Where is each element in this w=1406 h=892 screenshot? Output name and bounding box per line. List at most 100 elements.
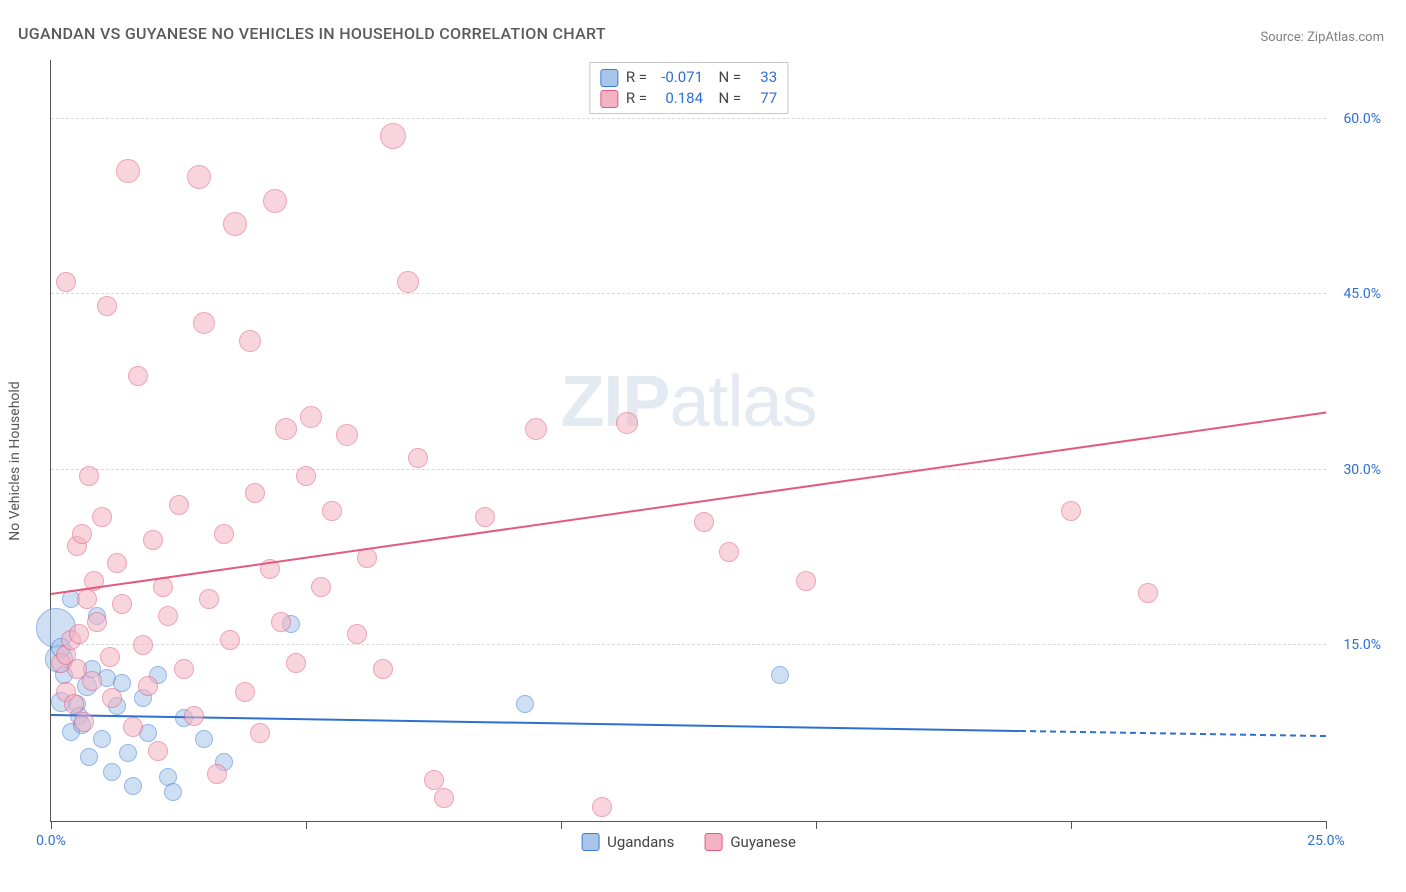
x-tick bbox=[816, 821, 817, 829]
data-point bbox=[336, 424, 358, 446]
gridline bbox=[51, 293, 1326, 294]
data-point bbox=[56, 272, 76, 292]
data-point bbox=[1138, 583, 1158, 603]
source-link[interactable]: ZipAtlas.com bbox=[1307, 30, 1384, 45]
data-point bbox=[100, 647, 120, 667]
data-point bbox=[719, 542, 739, 562]
data-point bbox=[475, 507, 495, 527]
n-value: 77 bbox=[749, 88, 777, 109]
data-point bbox=[275, 418, 297, 440]
data-point bbox=[214, 524, 234, 544]
source-credit: Source: ZipAtlas.com bbox=[1260, 30, 1384, 45]
data-point bbox=[77, 589, 97, 609]
data-point bbox=[296, 466, 316, 486]
data-point bbox=[79, 466, 99, 486]
data-point bbox=[112, 594, 132, 614]
data-point bbox=[397, 271, 419, 293]
legend-swatch bbox=[581, 833, 599, 851]
data-point bbox=[174, 659, 194, 679]
data-point bbox=[133, 635, 153, 655]
x-tick bbox=[561, 821, 562, 829]
series-swatch bbox=[600, 69, 618, 87]
data-point bbox=[223, 212, 247, 236]
legend-item: Ugandans bbox=[581, 833, 674, 851]
data-point bbox=[271, 612, 291, 632]
n-value: 33 bbox=[749, 67, 777, 88]
data-point bbox=[74, 712, 94, 732]
chart-title: UGANDAN VS GUYANESE NO VEHICLES IN HOUSE… bbox=[18, 24, 606, 43]
data-point bbox=[164, 783, 182, 801]
stats-row: R = 0.184 N = 77 bbox=[600, 88, 777, 109]
plot-area: ZIPatlas R = -0.071 N = 33R = 0.184 N = … bbox=[50, 60, 1326, 822]
y-tick-label: 45.0% bbox=[1331, 286, 1381, 302]
y-tick-label: 60.0% bbox=[1331, 111, 1381, 127]
data-point bbox=[103, 763, 121, 781]
stats-row: R = -0.071 N = 33 bbox=[600, 67, 777, 88]
data-point bbox=[80, 748, 98, 766]
data-point bbox=[143, 530, 163, 550]
data-point bbox=[311, 577, 331, 597]
data-point bbox=[207, 764, 227, 784]
data-point bbox=[322, 501, 342, 521]
data-point bbox=[128, 366, 148, 386]
gridline bbox=[51, 118, 1326, 119]
x-tick bbox=[1326, 821, 1327, 829]
data-point bbox=[92, 507, 112, 527]
trend-line bbox=[51, 411, 1326, 594]
data-point bbox=[235, 682, 255, 702]
data-point bbox=[300, 406, 322, 428]
series-legend: Ugandans Guyanese bbox=[581, 833, 796, 851]
gridline bbox=[51, 469, 1326, 470]
data-point bbox=[72, 524, 92, 544]
data-point bbox=[199, 589, 219, 609]
data-point bbox=[69, 624, 89, 644]
r-value: 0.184 bbox=[655, 88, 703, 109]
data-point bbox=[263, 189, 287, 213]
gridline bbox=[51, 644, 1326, 645]
data-point bbox=[245, 483, 265, 503]
legend-label: Ugandans bbox=[607, 833, 674, 851]
x-tick bbox=[51, 821, 52, 829]
data-point bbox=[347, 624, 367, 644]
data-point bbox=[107, 553, 127, 573]
data-point bbox=[516, 695, 534, 713]
chart-area: No Vehicles in Household ZIPatlas R = -0… bbox=[50, 60, 1386, 862]
y-tick-label: 30.0% bbox=[1331, 462, 1381, 478]
x-tick bbox=[1071, 821, 1072, 829]
legend-label: Guyanese bbox=[730, 833, 796, 851]
data-point bbox=[87, 612, 107, 632]
stats-legend: R = -0.071 N = 33R = 0.184 N = 77 bbox=[589, 62, 788, 114]
data-point bbox=[82, 671, 102, 691]
data-point bbox=[93, 730, 111, 748]
data-point bbox=[694, 512, 714, 532]
data-point bbox=[116, 159, 140, 183]
data-point bbox=[138, 676, 158, 696]
legend-item: Guyanese bbox=[704, 833, 796, 851]
data-point bbox=[97, 296, 117, 316]
data-point bbox=[239, 330, 261, 352]
trend-line bbox=[1020, 730, 1326, 737]
chart-container: UGANDAN VS GUYANESE NO VEHICLES IN HOUSE… bbox=[0, 0, 1406, 892]
legend-swatch bbox=[704, 833, 722, 851]
data-point bbox=[220, 630, 240, 650]
data-point bbox=[148, 741, 168, 761]
data-point bbox=[380, 123, 406, 149]
data-point bbox=[408, 448, 428, 468]
data-point bbox=[123, 717, 143, 737]
data-point bbox=[286, 653, 306, 673]
data-point bbox=[169, 495, 189, 515]
data-point bbox=[195, 730, 213, 748]
x-tick-label: 25.0% bbox=[1307, 833, 1345, 849]
series-swatch bbox=[600, 90, 618, 108]
data-point bbox=[119, 744, 137, 762]
data-point bbox=[193, 312, 215, 334]
data-point bbox=[1061, 501, 1081, 521]
data-point bbox=[124, 777, 142, 795]
y-tick-label: 15.0% bbox=[1331, 637, 1381, 653]
data-point bbox=[525, 418, 547, 440]
data-point bbox=[187, 165, 211, 189]
data-point bbox=[102, 688, 122, 708]
data-point bbox=[158, 606, 178, 626]
x-tick bbox=[306, 821, 307, 829]
r-value: -0.071 bbox=[655, 67, 703, 88]
